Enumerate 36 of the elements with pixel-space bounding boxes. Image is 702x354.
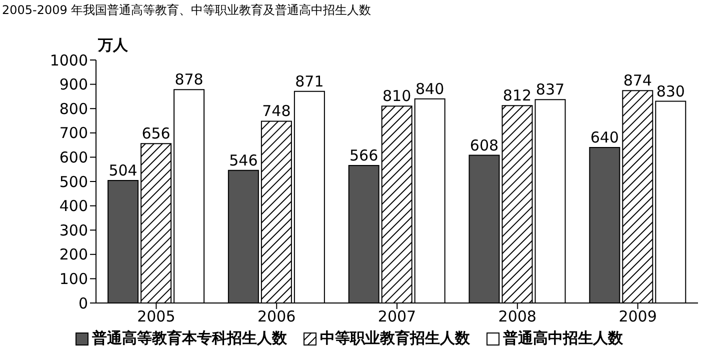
x-tick-label: 2006 — [258, 308, 296, 326]
legend-label: 普通高中招生人数 — [502, 329, 623, 348]
data-label: 830 — [656, 82, 685, 100]
data-label: 810 — [382, 87, 412, 106]
y-tick-label: 0 — [78, 294, 88, 312]
y-tick-label: 1000 — [50, 51, 88, 70]
legend-label: 中等职业教育招生人数 — [319, 329, 470, 348]
y-axis-title: 万人 — [98, 36, 128, 55]
data-label: 546 — [229, 151, 258, 170]
y-tick-label: 900 — [59, 76, 88, 94]
chart-title: 2005-2009 年我国普通高等教育、中等职业教育及普通高中招生人数 — [2, 2, 372, 19]
y-tick-label: 500 — [59, 172, 88, 191]
data-label: 812 — [502, 86, 532, 105]
data-label: 837 — [536, 80, 565, 99]
data-label: 504 — [108, 162, 138, 180]
data-label: 874 — [623, 72, 652, 90]
data-label: 840 — [416, 80, 444, 98]
x-tick-label: 2007 — [378, 308, 416, 326]
x-tick-label: 2005 — [137, 308, 176, 326]
data-label: 878 — [174, 70, 204, 89]
x-tick-label: 2008 — [498, 308, 536, 326]
y-tick-label: 200 — [59, 246, 88, 264]
y-tick-label: 600 — [59, 148, 88, 167]
y-tick-label: 300 — [59, 221, 88, 240]
y-tick-label: 100 — [59, 270, 88, 288]
legend-label: 普通高等教育本专科招生人数 — [91, 329, 287, 348]
data-label: 656 — [142, 124, 170, 143]
data-label: 640 — [590, 128, 619, 146]
data-label: 608 — [470, 136, 499, 154]
data-label: 748 — [262, 102, 291, 120]
x-tick-label: 2009 — [618, 308, 657, 326]
y-tick-label: 400 — [59, 197, 88, 216]
data-label: 566 — [350, 146, 378, 164]
y-tick-label: 700 — [59, 124, 88, 142]
y-tick-label: 800 — [59, 100, 88, 118]
data-label: 871 — [295, 72, 324, 90]
